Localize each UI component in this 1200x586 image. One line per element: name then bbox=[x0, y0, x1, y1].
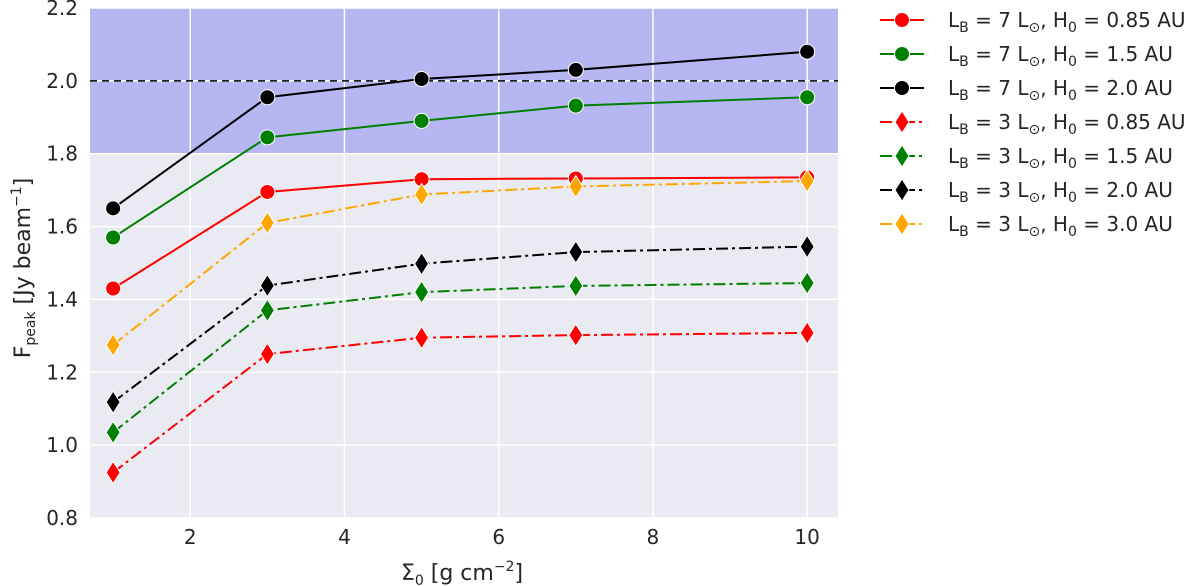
data-point bbox=[413, 251, 430, 276]
data-point bbox=[568, 240, 584, 265]
legend-label: LB = 7 L⊙, H0 = 0.85 AU bbox=[948, 8, 1186, 36]
series-7 bbox=[105, 169, 815, 357]
data-point bbox=[568, 274, 584, 298]
data-point bbox=[567, 97, 584, 114]
legend-label: LB = 3 L⊙, H0 = 2.0 AU bbox=[948, 178, 1173, 206]
series-6 bbox=[105, 234, 815, 415]
data-point bbox=[799, 234, 815, 259]
data-point bbox=[105, 420, 121, 445]
legend-marker bbox=[894, 178, 910, 202]
legend: LB = 7 L⊙, H0 = 0.85 AU LB = 7 L⊙, H0 = 1… bbox=[880, 8, 1186, 240]
data-point bbox=[567, 61, 584, 78]
series-5 bbox=[105, 271, 815, 445]
legend-marker bbox=[894, 144, 910, 168]
y-tick-label: 1.0 bbox=[46, 433, 78, 457]
legend-label: LB = 7 L⊙, H0 = 1.5 AU bbox=[948, 42, 1173, 70]
series-4 bbox=[105, 321, 815, 485]
legend-entry: LB = 7 L⊙, H0 = 1.5 AU bbox=[880, 42, 1173, 70]
data-point bbox=[413, 182, 430, 207]
data-point bbox=[568, 174, 584, 199]
legend-entry: LB = 3 L⊙, H0 = 0.85 AU bbox=[880, 110, 1186, 138]
data-point bbox=[259, 342, 275, 367]
data-point bbox=[259, 89, 276, 106]
legend-entry: LB = 3 L⊙, H0 = 1.5 AU bbox=[880, 144, 1173, 172]
series-1 bbox=[105, 169, 816, 297]
data-point bbox=[105, 200, 122, 217]
y-tick-label: 1.6 bbox=[46, 215, 78, 239]
series-layer bbox=[105, 43, 816, 485]
x-tick-label: 4 bbox=[338, 525, 351, 549]
data-point bbox=[413, 280, 430, 305]
series-3 bbox=[105, 43, 816, 217]
legend-entry: LB = 7 L⊙, H0 = 0.85 AU bbox=[880, 8, 1186, 36]
legend-entry: LB = 3 L⊙, H0 = 3.0 AU bbox=[880, 212, 1173, 240]
legend-label: LB = 7 L⊙, H0 = 2.0 AU bbox=[948, 76, 1173, 104]
data-point bbox=[799, 321, 815, 345]
x-tick-label: 6 bbox=[492, 525, 505, 549]
y-tick-label: 1.4 bbox=[46, 287, 78, 311]
y-tick-label: 2.2 bbox=[46, 0, 78, 20]
data-point bbox=[413, 325, 430, 350]
data-point bbox=[799, 271, 815, 295]
data-point bbox=[413, 71, 430, 88]
data-point bbox=[568, 323, 584, 348]
y-tick-label: 0.8 bbox=[46, 506, 78, 530]
data-point bbox=[105, 280, 122, 297]
legend-marker bbox=[894, 80, 910, 96]
y-axis-ticks: 0.8 1.0 1.2 1.4 1.6 1.8 2.0 2.2 bbox=[46, 0, 78, 530]
data-point bbox=[105, 390, 121, 415]
data-point bbox=[799, 169, 815, 193]
x-axis-ticks: 2 4 6 8 10 bbox=[184, 525, 820, 549]
data-point bbox=[413, 112, 430, 129]
data-point bbox=[105, 460, 121, 485]
data-point bbox=[259, 183, 276, 200]
legend-label: LB = 3 L⊙, H0 = 1.5 AU bbox=[948, 144, 1173, 172]
data-point bbox=[259, 129, 276, 146]
series-2 bbox=[105, 89, 816, 246]
legend-marker bbox=[894, 46, 910, 62]
x-tick-label: 2 bbox=[184, 525, 197, 549]
x-tick-label: 8 bbox=[647, 525, 660, 549]
x-axis-title: Σ0 [g cm−2] bbox=[401, 559, 523, 586]
legend-marker bbox=[894, 12, 910, 28]
y-tick-label: 1.8 bbox=[46, 142, 78, 166]
y-axis-title: Fpeak [Jy beam−1] bbox=[9, 178, 39, 359]
y-tick-label: 1.2 bbox=[46, 360, 78, 384]
data-point bbox=[259, 298, 275, 323]
data-point bbox=[259, 210, 275, 235]
data-point bbox=[259, 273, 275, 298]
data-point bbox=[799, 43, 816, 60]
data-point bbox=[799, 89, 816, 106]
legend-label: LB = 3 L⊙, H0 = 0.85 AU bbox=[948, 110, 1186, 138]
legend-marker bbox=[894, 110, 910, 134]
x-tick-label: 10 bbox=[794, 525, 819, 549]
legend-entry: LB = 7 L⊙, H0 = 2.0 AU bbox=[880, 76, 1173, 104]
legend-label: LB = 3 L⊙, H0 = 3.0 AU bbox=[948, 212, 1173, 240]
legend-marker bbox=[894, 212, 910, 236]
data-point bbox=[105, 229, 122, 246]
y-tick-label: 2.0 bbox=[46, 69, 78, 93]
data-point bbox=[105, 333, 121, 357]
legend-entry: LB = 3 L⊙, H0 = 2.0 AU bbox=[880, 178, 1173, 206]
